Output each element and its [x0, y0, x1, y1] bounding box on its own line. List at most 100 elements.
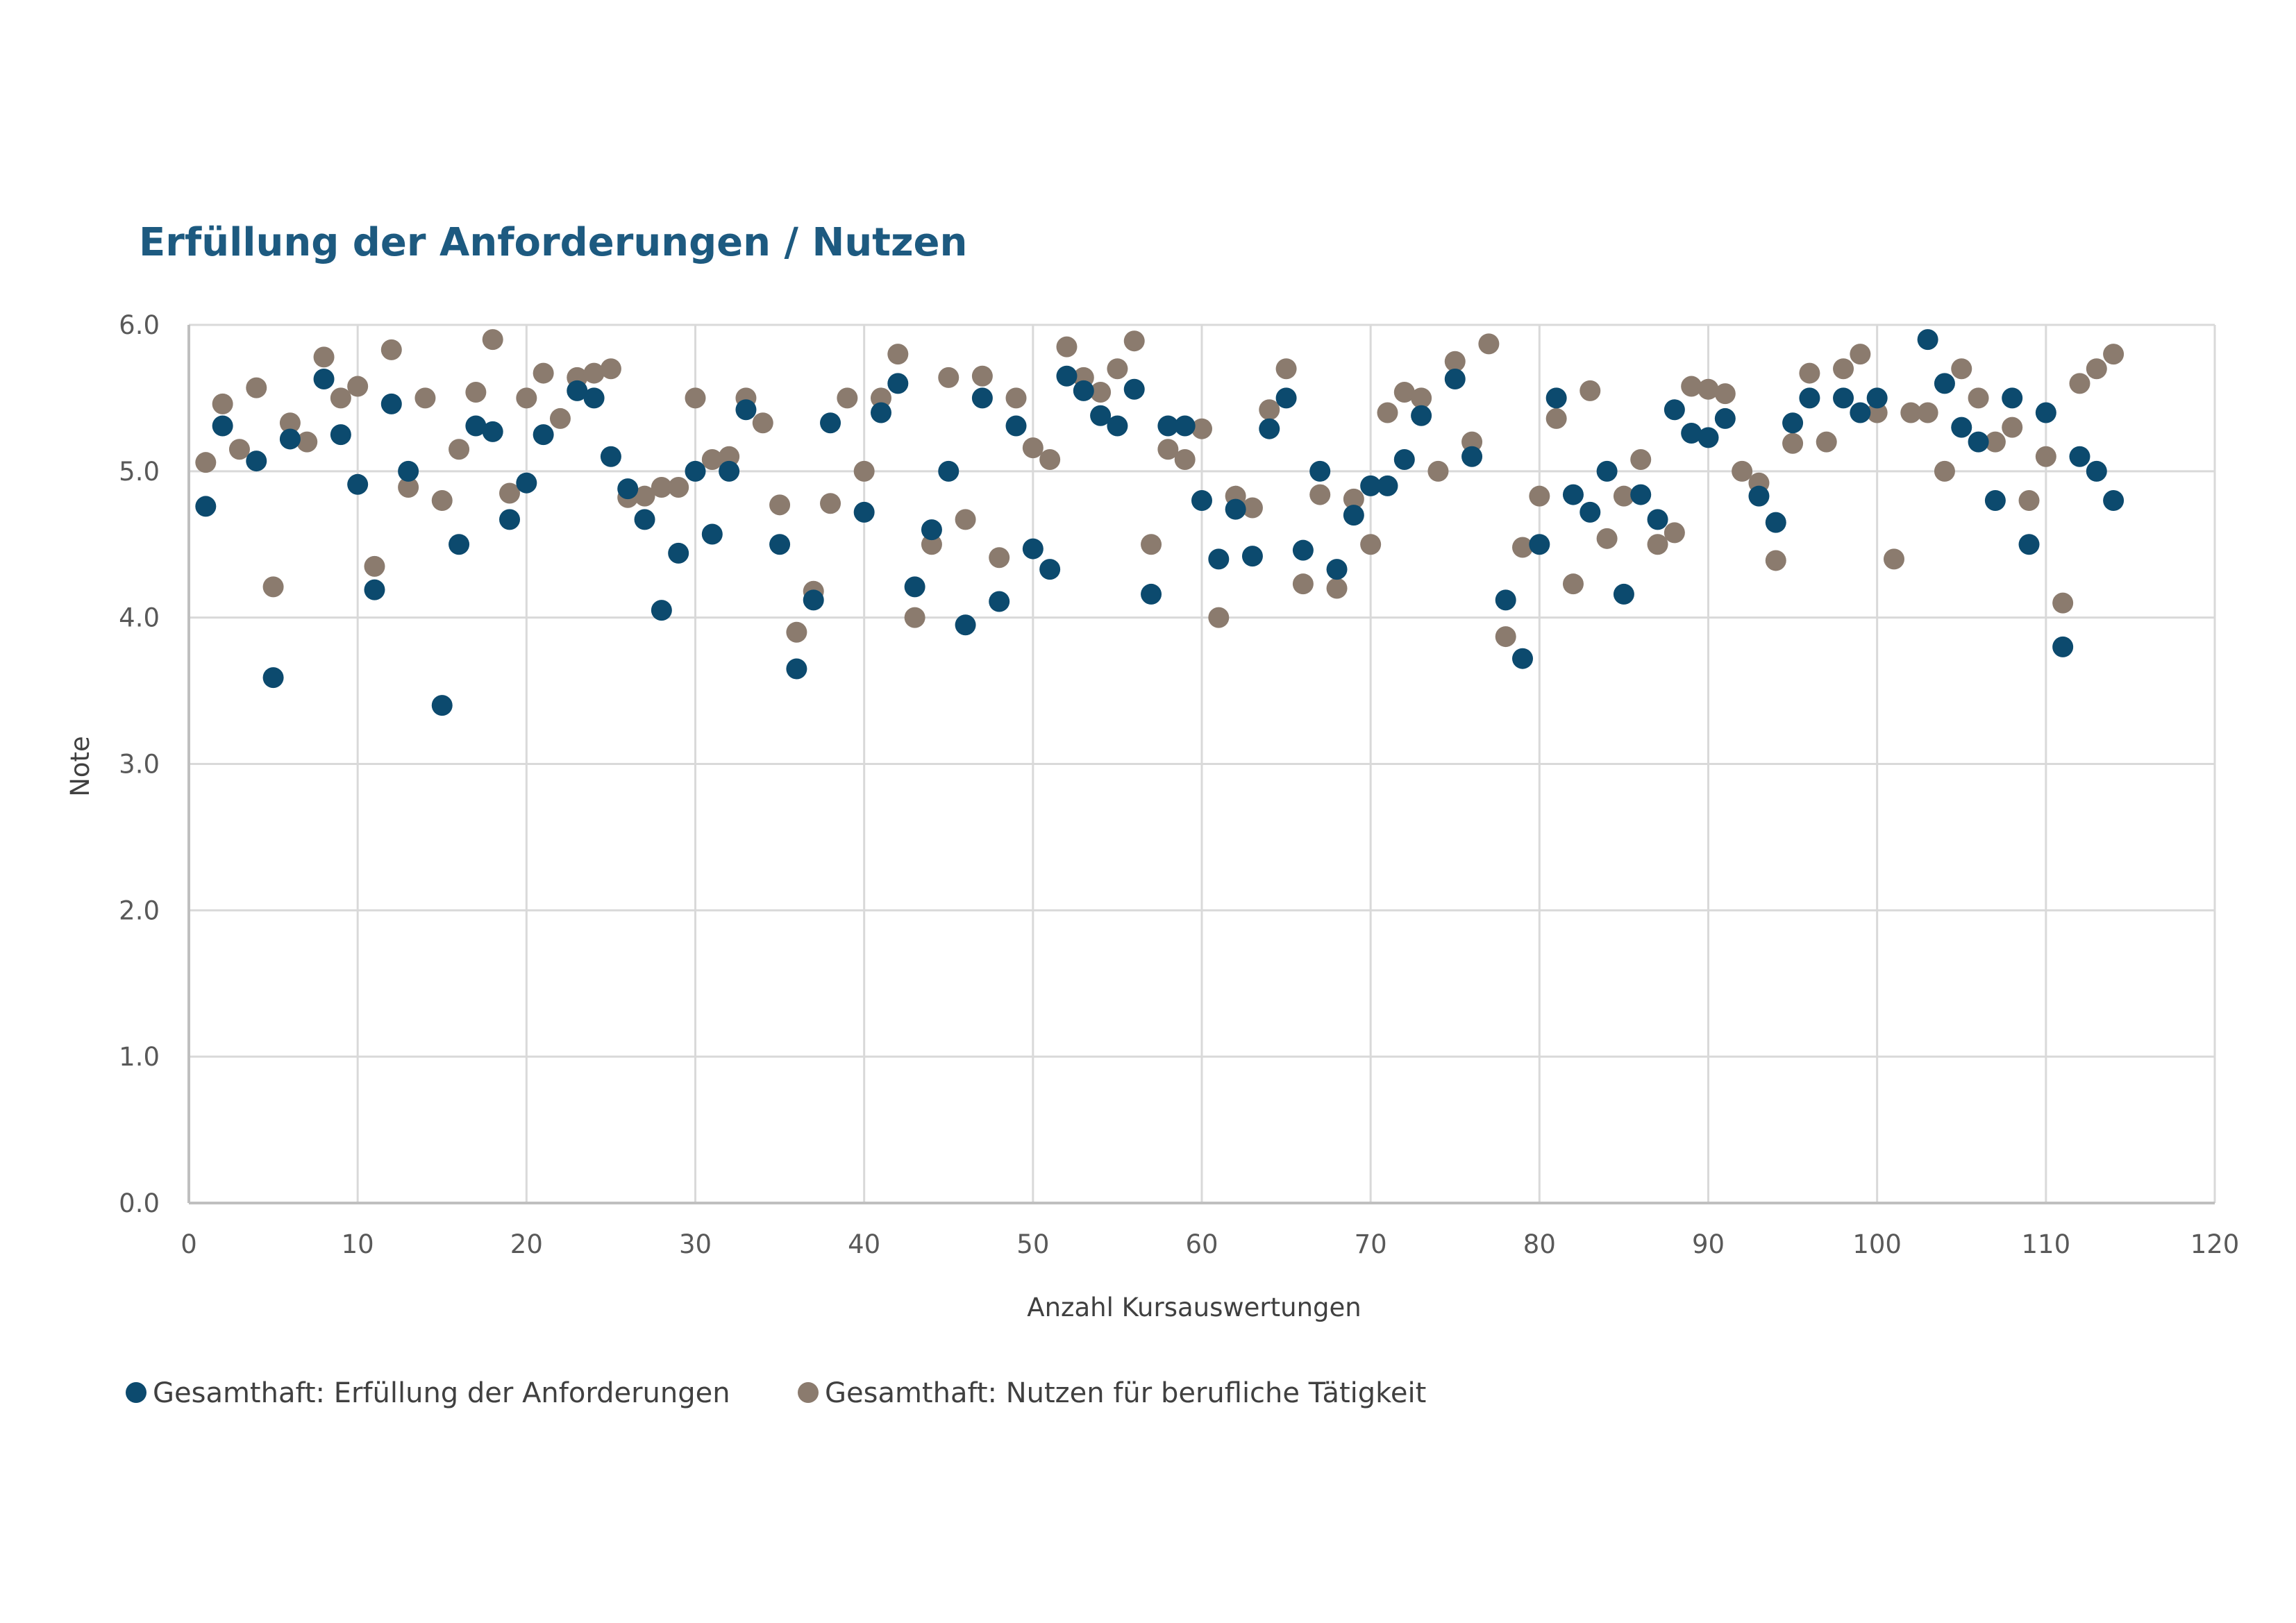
x-tick-label: 50 [1016, 1229, 1049, 1259]
data-point [1461, 446, 1483, 467]
data-point [1005, 387, 1027, 409]
data-point [2002, 417, 2023, 438]
data-points [195, 329, 2125, 716]
data-point [1782, 412, 1804, 434]
data-point [1562, 573, 1584, 595]
x-tick-label: 80 [1523, 1229, 1556, 1259]
data-point [482, 421, 503, 442]
data-point [2052, 636, 2074, 657]
y-tick-label: 3.0 [119, 750, 160, 780]
data-point [1917, 329, 1938, 351]
data-point [1833, 358, 1854, 380]
legend-marker-series-1 [126, 1382, 146, 1403]
data-point [1393, 381, 1415, 403]
data-point [1883, 548, 1904, 570]
data-point [1833, 387, 1854, 409]
data-point [1951, 417, 1972, 438]
data-point [279, 428, 301, 450]
x-tick-label: 100 [1852, 1229, 1902, 1259]
data-point [296, 431, 318, 453]
data-point [414, 387, 436, 409]
data-point [600, 358, 621, 380]
data-point [921, 534, 942, 555]
data-point [1765, 550, 1786, 571]
data-point [1866, 387, 1888, 409]
x-tick-label: 90 [1692, 1229, 1725, 1259]
data-point [1174, 415, 1196, 437]
data-point [938, 460, 960, 482]
data-point [719, 460, 740, 482]
data-point [1579, 380, 1601, 401]
gridlines [187, 323, 2216, 1204]
data-point [1157, 415, 1179, 437]
data-point [2018, 490, 2040, 511]
data-point [820, 412, 841, 434]
x-tick-labels: 0 10 20 30 40 50 60 70 80 90 100 110 120 [181, 1229, 2239, 1259]
data-point [1360, 534, 1382, 555]
x-tick-label: 20 [510, 1229, 543, 1259]
data-point [583, 387, 605, 409]
data-point [2086, 358, 2107, 380]
data-point [533, 362, 554, 384]
data-point [1326, 578, 1348, 599]
data-point [1984, 490, 2006, 511]
x-tick-label: 70 [1355, 1229, 1387, 1259]
data-point [228, 439, 250, 460]
data-point [1056, 336, 1078, 358]
data-point [701, 523, 723, 545]
data-point [380, 393, 402, 414]
y-tick-label: 0.0 [119, 1188, 160, 1218]
data-point [583, 362, 605, 384]
data-point [1579, 501, 1601, 523]
data-point [1444, 351, 1466, 372]
data-point [246, 377, 267, 398]
data-point [1596, 460, 1618, 482]
data-point [1545, 407, 1567, 429]
series-2-points [195, 329, 2125, 648]
data-point [938, 367, 960, 388]
data-point [1174, 448, 1196, 470]
data-point [1512, 648, 1534, 669]
data-point [212, 393, 233, 414]
data-point [1241, 497, 1263, 519]
data-point [769, 534, 791, 555]
data-point [398, 477, 419, 498]
data-point [1714, 407, 1736, 429]
data-point [837, 387, 858, 409]
x-tick-label: 40 [848, 1229, 880, 1259]
data-point [1191, 418, 1212, 439]
data-point [549, 407, 571, 429]
data-point [246, 451, 267, 472]
data-point [449, 534, 470, 555]
data-point [1377, 402, 1398, 423]
data-point [1309, 484, 1331, 505]
data-point [516, 472, 537, 494]
data-point [1934, 460, 1955, 482]
legend-label-series-1: Gesamthaft: Erfüllung der Anforderungen [153, 1377, 730, 1409]
data-point [1005, 415, 1027, 437]
data-point [347, 473, 369, 495]
data-point [1664, 522, 1685, 544]
data-point [313, 346, 335, 368]
data-point [1090, 405, 1112, 426]
data-point [2002, 387, 2023, 409]
data-point [820, 493, 841, 514]
data-point [1529, 485, 1550, 507]
data-point [1816, 431, 1837, 453]
y-tick-label: 6.0 [119, 310, 160, 340]
data-point [1613, 583, 1634, 605]
data-point [364, 555, 385, 577]
data-point [1681, 423, 1702, 444]
data-point [955, 614, 976, 636]
data-point [1478, 333, 1500, 355]
data-point [786, 621, 807, 643]
data-point [1393, 448, 1415, 470]
data-point [1157, 439, 1179, 460]
data-point [786, 658, 807, 680]
data-point [1275, 387, 1297, 409]
data-point [701, 448, 723, 470]
y-tick-label: 5.0 [119, 457, 160, 487]
data-point [1309, 460, 1331, 482]
data-point [1411, 387, 1432, 409]
